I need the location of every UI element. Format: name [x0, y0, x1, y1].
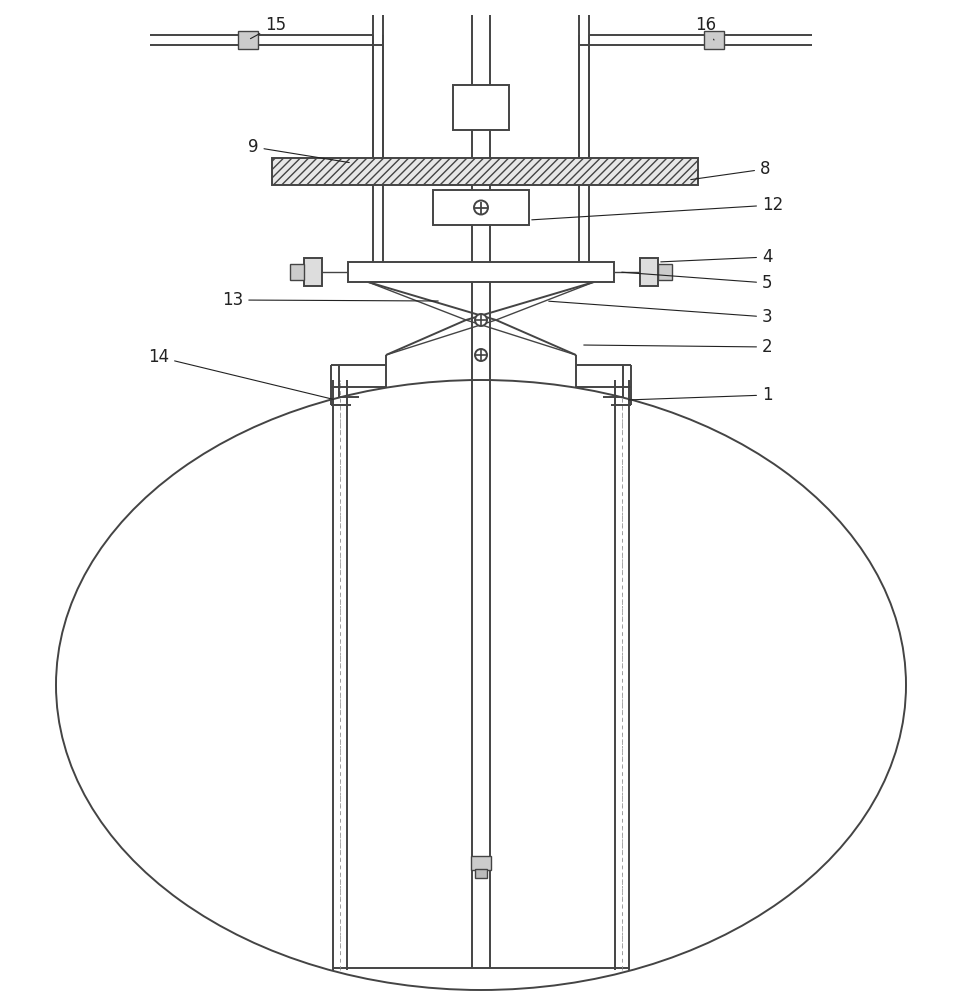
Bar	[703, 31, 724, 49]
Bar	[237, 31, 258, 49]
Text: 12: 12	[531, 196, 782, 220]
Text: 15: 15	[250, 16, 285, 39]
Bar	[348, 262, 613, 282]
Ellipse shape	[56, 380, 905, 990]
Text: 5: 5	[621, 272, 772, 292]
Text: 3: 3	[548, 301, 772, 326]
Text: 9: 9	[248, 138, 349, 163]
Bar	[272, 158, 698, 185]
Circle shape	[474, 200, 487, 215]
Text: 14: 14	[148, 348, 333, 399]
Bar	[639, 258, 657, 286]
Text: 13: 13	[222, 291, 438, 309]
Bar	[453, 85, 508, 130]
Bar	[289, 264, 304, 280]
Bar	[471, 856, 490, 870]
Circle shape	[475, 349, 486, 361]
Text: 1: 1	[628, 386, 772, 404]
Bar	[475, 869, 486, 878]
Text: 8: 8	[690, 160, 770, 180]
Bar	[657, 264, 672, 280]
Text: 4: 4	[660, 248, 772, 266]
Bar	[432, 190, 529, 225]
Circle shape	[475, 314, 486, 326]
Bar	[304, 258, 322, 286]
Text: 16: 16	[694, 16, 715, 40]
Text: 2: 2	[583, 338, 772, 356]
